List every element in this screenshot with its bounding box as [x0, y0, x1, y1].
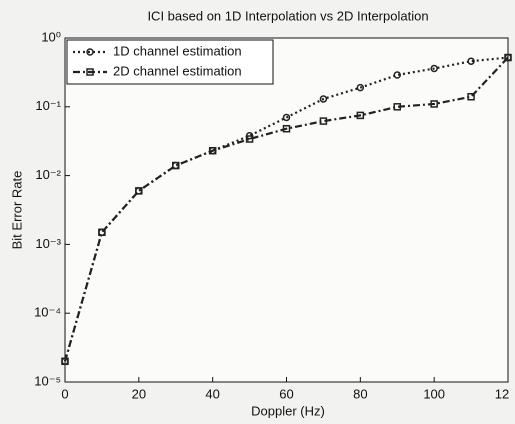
marker	[172, 161, 180, 170]
legend-label: 1D channel estimation	[113, 43, 242, 58]
y-axis-label: Bit Error Rate	[9, 171, 24, 250]
marker	[245, 135, 254, 143]
marker	[61, 357, 69, 366]
y-tick-label: 10⁻²	[35, 167, 61, 182]
legend-label: 2D channel estimation	[113, 63, 242, 78]
marker	[135, 187, 143, 195]
y-tick-label: 10⁻⁴	[34, 305, 61, 320]
marker	[98, 228, 106, 237]
chart-title: ICI based on 1D Interpolation vs 2D Inte…	[147, 8, 428, 23]
marker	[319, 117, 328, 125]
x-axis-label: Doppler (Hz)	[251, 403, 325, 418]
x-tick-label: 12	[495, 386, 509, 401]
marker	[208, 146, 217, 155]
marker	[319, 95, 328, 103]
marker	[393, 103, 401, 111]
x-tick-label: 20	[132, 386, 146, 401]
x-tick-label: 100	[423, 386, 445, 401]
x-tick-label: 60	[279, 386, 293, 401]
y-tick-label: 10⁻⁵	[34, 373, 61, 388]
legend-box	[66, 39, 274, 85]
series-line	[63, 56, 509, 362]
marker	[282, 113, 291, 122]
x-tick-label: 0	[61, 386, 68, 401]
marker	[430, 64, 438, 73]
marker	[467, 92, 475, 101]
legend-marker	[86, 68, 94, 76]
legend-marker	[86, 48, 94, 56]
marker	[393, 71, 401, 79]
marker	[356, 83, 365, 92]
y-tick-label: 10⁻³	[35, 236, 61, 251]
y-tick-label: 10⁰	[41, 29, 61, 44]
y-tick-label: 10⁻¹	[35, 98, 61, 113]
marker	[430, 100, 438, 108]
marker	[356, 111, 365, 120]
marker	[467, 57, 475, 65]
plot-area	[64, 37, 509, 383]
series-line	[63, 56, 509, 362]
x-tick-label: 40	[205, 386, 219, 401]
marker	[282, 124, 291, 133]
x-tick-label: 80	[353, 386, 367, 401]
marker	[504, 53, 512, 62]
